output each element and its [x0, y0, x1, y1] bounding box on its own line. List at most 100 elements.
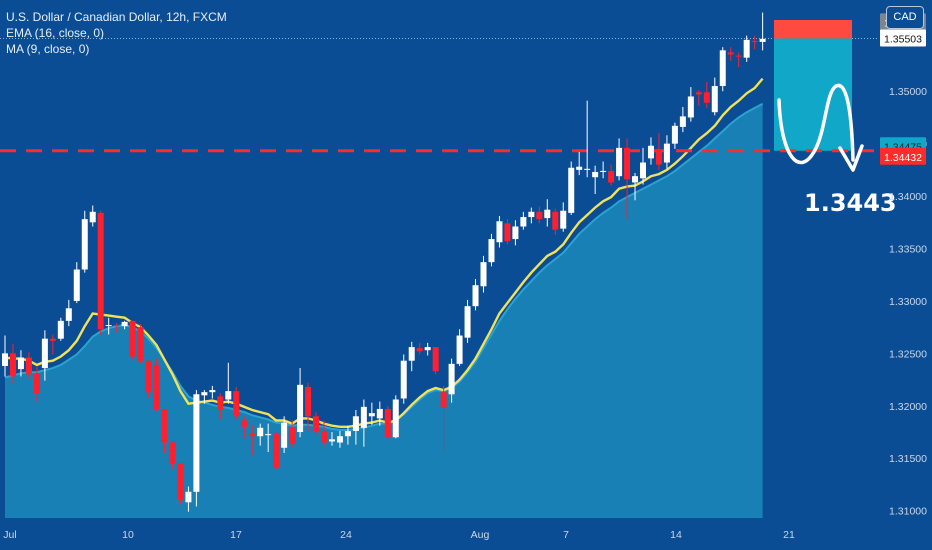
candle-down — [695, 92, 702, 95]
candle-up — [472, 285, 479, 307]
candle-up — [679, 116, 686, 127]
y-axis-tick-label: 1.34000 — [889, 191, 927, 203]
candle-up — [743, 39, 750, 58]
y-axis-tick-label: 1.33500 — [889, 244, 927, 256]
candle-down — [655, 148, 662, 165]
candle-up — [368, 413, 375, 417]
candle-down — [25, 357, 32, 375]
candle-up — [17, 357, 24, 370]
candle-up — [632, 176, 639, 183]
take-profit-zone — [774, 38, 852, 151]
candle-down — [217, 396, 224, 410]
candle-up — [663, 143, 670, 163]
y-axis-tick-label: 1.35000 — [889, 86, 927, 98]
candle-up — [360, 406, 367, 428]
candle-up — [480, 262, 487, 287]
candle-up — [225, 391, 232, 400]
candle-up — [2, 353, 8, 366]
candle-up — [105, 325, 112, 327]
forecast-curve — [777, 83, 855, 165]
price-label: 1.35503 — [884, 33, 922, 45]
candle-down — [177, 463, 184, 501]
candle-up — [592, 171, 599, 178]
candle-up — [392, 399, 399, 438]
candle-up — [640, 162, 646, 179]
candle-down — [703, 92, 710, 103]
price-label: 1.34432 — [884, 152, 922, 164]
candle-up — [528, 211, 535, 218]
candle-up — [759, 38, 766, 42]
candle-down — [169, 442, 176, 464]
candle-up — [687, 96, 694, 118]
candle-up — [297, 384, 304, 433]
candle-down — [97, 212, 104, 330]
candle-up — [81, 219, 88, 270]
candle-down — [233, 391, 240, 417]
candle-up — [464, 306, 471, 338]
candle-down — [145, 360, 152, 393]
x-axis-tick-label: 21 — [783, 529, 795, 541]
legend-ma[interactable]: MA (9, close, 0) — [6, 42, 90, 56]
candle-up — [496, 221, 503, 243]
candle-up — [719, 50, 726, 86]
candle-up — [193, 394, 200, 492]
candle-up — [121, 321, 128, 327]
candle-up — [671, 125, 678, 144]
candle-down — [249, 433, 256, 437]
candle-down — [137, 327, 144, 361]
legend-ema[interactable]: EMA (16, close, 0) — [6, 26, 105, 40]
x-axis-tick-label: Jul — [3, 529, 16, 541]
y-axis-tick-label: 1.31500 — [889, 453, 927, 465]
candle-up — [711, 85, 718, 113]
candle-down — [624, 147, 631, 180]
candle-down — [161, 408, 168, 443]
y-axis-tick-label: 1.32500 — [889, 348, 927, 360]
currency-button[interactable]: CAD — [886, 6, 924, 29]
candle-up — [185, 491, 192, 503]
candle-up — [201, 392, 208, 396]
candle-down — [440, 392, 447, 408]
candle-up — [600, 170, 607, 172]
stop-loss-zone — [774, 20, 852, 39]
candle-down — [384, 408, 391, 438]
candle-up — [520, 217, 527, 227]
candle-up — [456, 335, 463, 364]
chart-legend: U.S. Dollar / Canadian Dollar, 12h, FXCM… — [6, 9, 227, 57]
candle-up — [57, 320, 64, 339]
candle-down — [113, 325, 120, 327]
candle-down — [416, 348, 423, 352]
candle-up — [408, 347, 415, 361]
candle-up — [568, 167, 575, 213]
candle-down — [289, 427, 296, 444]
candle-up — [544, 209, 551, 219]
x-axis-tick-label: 24 — [340, 529, 352, 541]
price-label-box — [880, 29, 926, 47]
candle-up — [352, 416, 359, 431]
candle-up — [344, 430, 351, 437]
candle-down — [313, 416, 320, 431]
candle-down — [727, 52, 734, 55]
candle-down — [129, 320, 136, 357]
candle-down — [153, 364, 160, 409]
candle-up — [512, 226, 519, 240]
candle-down — [273, 434, 280, 468]
candle-down — [241, 420, 248, 427]
x-axis-tick-label: 7 — [563, 529, 569, 541]
candle-down — [735, 55, 742, 57]
y-axis-tick-label: 1.31000 — [889, 506, 927, 518]
candle-up — [584, 168, 591, 170]
price-label-box — [880, 147, 926, 165]
arrow-down-icon — [838, 144, 864, 172]
candle-up — [376, 408, 383, 419]
x-axis-tick-label: Aug — [471, 529, 490, 541]
candle-up — [400, 360, 407, 399]
candle-up — [65, 308, 72, 321]
candle-up — [448, 363, 455, 395]
candle-up — [209, 390, 216, 393]
candle-up — [41, 338, 48, 369]
candle-up — [257, 427, 264, 437]
legend-symbol[interactable]: U.S. Dollar / Canadian Dollar, 12h, FXCM — [6, 10, 227, 24]
candle-down — [321, 430, 327, 443]
